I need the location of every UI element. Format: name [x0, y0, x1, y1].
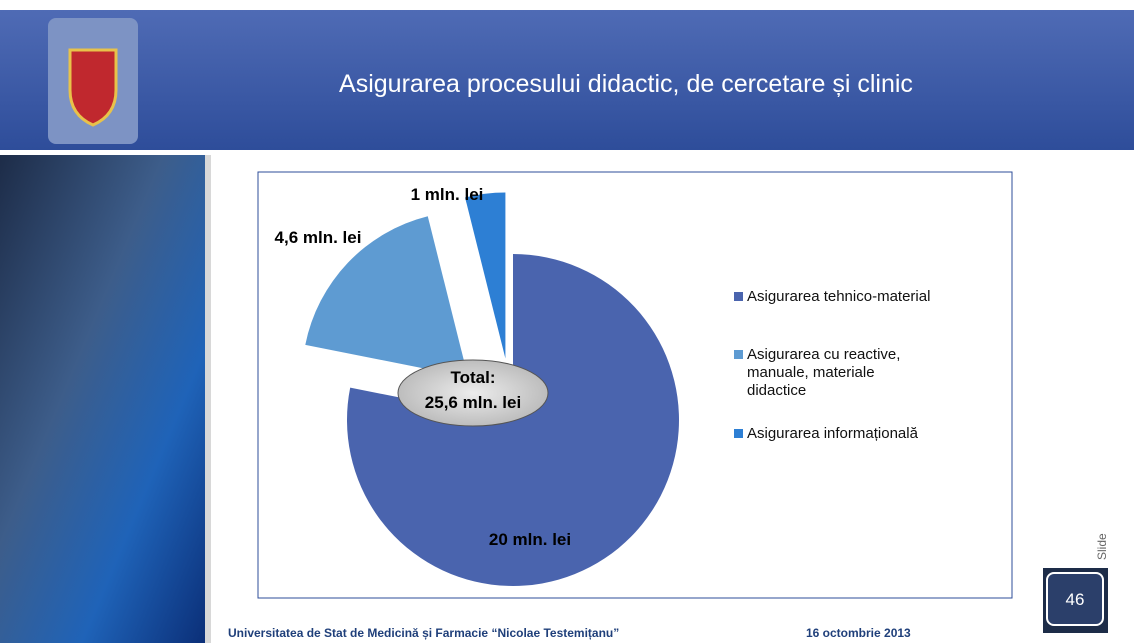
legend-swatch [734, 429, 743, 438]
legend-swatch [734, 350, 743, 359]
slide-badge [1046, 572, 1104, 626]
side-image [0, 155, 205, 643]
pie-slice [305, 216, 469, 378]
header-band [0, 10, 1134, 150]
footer-date: 16 octombrie 2013 [806, 626, 911, 640]
data-label: 1 mln. lei [411, 185, 484, 204]
legend-item: Asigurarea tehnico-material [734, 288, 997, 306]
legend-item: Asigurarea informațională [734, 425, 997, 443]
legend-label: Asigurarea cu reactive, manuale, materia… [747, 346, 901, 399]
legend-label: Asigurarea informațională [747, 425, 918, 442]
slide-label: Slide [1095, 533, 1109, 560]
pie-slice [465, 192, 506, 359]
total-ellipse [397, 359, 549, 427]
total-value: 25,6 mln. lei [425, 393, 521, 412]
data-label: 20 mln. lei [489, 530, 571, 549]
slide-number: 46 [1066, 590, 1085, 609]
slide-title: Asigurarea procesului didactic, de cerce… [339, 70, 913, 98]
legend-item: Asigurarea cu reactive, manuale, materia… [734, 346, 927, 400]
legend-label: Asigurarea tehnico-material [747, 288, 931, 305]
logo [68, 48, 118, 127]
side-divider [205, 155, 211, 643]
data-label: 4,6 mln. lei [275, 228, 362, 247]
total-label: Total: [450, 368, 495, 387]
footer-institution: Universitatea de Stat de Medicină și Far… [228, 626, 619, 640]
legend-swatch [734, 292, 743, 301]
